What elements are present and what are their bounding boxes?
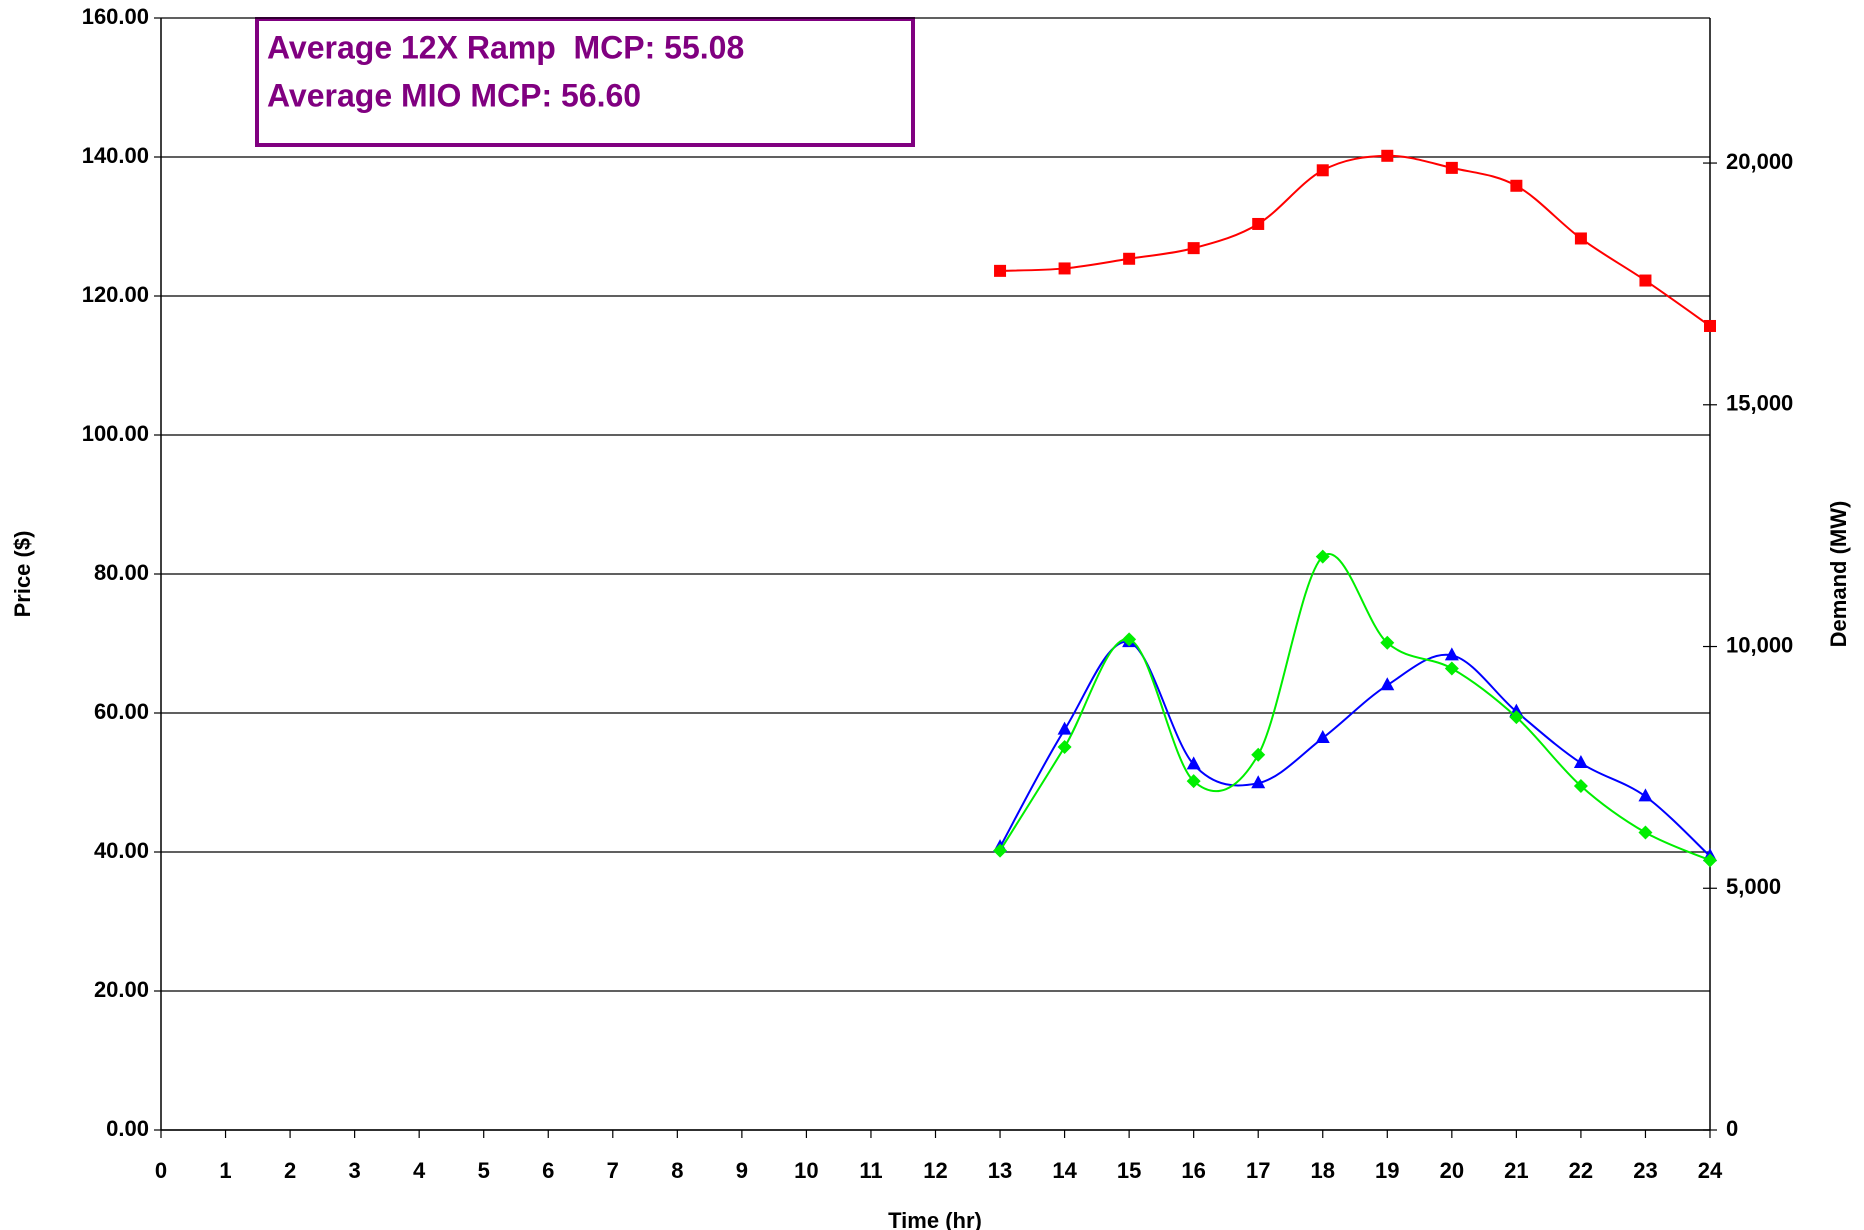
x-tick-label: 4 bbox=[413, 1158, 426, 1183]
x-tick-label: 19 bbox=[1375, 1158, 1399, 1183]
x-tick-label: 24 bbox=[1698, 1158, 1723, 1183]
x-tick-label: 6 bbox=[542, 1158, 554, 1183]
y-axis-label: Price ($) bbox=[10, 531, 35, 618]
x-tick-label: 12 bbox=[923, 1158, 947, 1183]
x-tick-label: 0 bbox=[155, 1158, 167, 1183]
x-tick-label: 18 bbox=[1311, 1158, 1335, 1183]
x-tick-label: 8 bbox=[671, 1158, 683, 1183]
y-tick-label: 20.00 bbox=[94, 977, 149, 1002]
x-tick-label: 21 bbox=[1504, 1158, 1528, 1183]
marker bbox=[1122, 632, 1137, 647]
x-tick-label: 13 bbox=[988, 1158, 1012, 1183]
y-tick-label: 40.00 bbox=[94, 838, 149, 863]
series-line bbox=[1000, 154, 1711, 327]
marker bbox=[1252, 217, 1265, 230]
x-tick-label: 5 bbox=[478, 1158, 490, 1183]
marker bbox=[1381, 149, 1394, 162]
marker bbox=[1123, 252, 1136, 265]
annotation: Average 12X Ramp MCP: 55.08 bbox=[267, 29, 744, 65]
marker bbox=[1444, 647, 1459, 661]
x-tick-label: 3 bbox=[349, 1158, 361, 1183]
x-tick-label: 22 bbox=[1569, 1158, 1593, 1183]
marker bbox=[1251, 747, 1266, 762]
y2-tick-label: 15,000 bbox=[1726, 391, 1793, 416]
marker bbox=[993, 843, 1008, 858]
y2-tick-label: 10,000 bbox=[1726, 632, 1793, 657]
x-axis-label: Time (hr) bbox=[888, 1208, 982, 1230]
x-tick-label: 1 bbox=[219, 1158, 231, 1183]
marker bbox=[994, 264, 1007, 277]
marker bbox=[1573, 778, 1588, 793]
marker bbox=[1315, 730, 1330, 744]
x-tick-label: 10 bbox=[794, 1158, 818, 1183]
marker bbox=[1509, 710, 1524, 725]
x-tick-label: 14 bbox=[1052, 1158, 1077, 1183]
marker bbox=[1445, 161, 1458, 174]
y-tick-label: 160.00 bbox=[82, 4, 149, 29]
x-tick-label: 15 bbox=[1117, 1158, 1141, 1183]
x-tick-label: 17 bbox=[1246, 1158, 1270, 1183]
marker bbox=[1380, 677, 1395, 691]
x-tick-label: 16 bbox=[1181, 1158, 1205, 1183]
marker bbox=[1380, 635, 1395, 650]
annotation-box bbox=[255, 17, 915, 147]
x-tick-label: 7 bbox=[607, 1158, 619, 1183]
x-tick-label: 9 bbox=[736, 1158, 748, 1183]
y-tick-label: 60.00 bbox=[94, 699, 149, 724]
marker bbox=[1058, 262, 1071, 275]
marker bbox=[1251, 775, 1266, 789]
x-tick-label: 20 bbox=[1440, 1158, 1464, 1183]
marker bbox=[1316, 164, 1329, 177]
x-tick-label: 2 bbox=[284, 1158, 296, 1183]
y-tick-label: 140.00 bbox=[82, 143, 149, 168]
marker bbox=[1315, 549, 1330, 564]
y-tick-label: 0.00 bbox=[106, 1116, 149, 1141]
y2-tick-label: 20,000 bbox=[1726, 149, 1793, 174]
marker bbox=[1187, 242, 1200, 255]
marker bbox=[1574, 232, 1587, 245]
annotation: Average MIO MCP: 56.60 bbox=[267, 77, 641, 113]
marker bbox=[1186, 774, 1201, 789]
y-tick-label: 120.00 bbox=[82, 282, 149, 307]
y2-tick-label: 0 bbox=[1726, 1116, 1738, 1141]
y2-axis-label: Demand (MW) bbox=[1826, 501, 1851, 648]
marker bbox=[1573, 755, 1588, 769]
series-line bbox=[999, 553, 1711, 862]
y-tick-label: 80.00 bbox=[94, 560, 149, 585]
marker bbox=[1057, 721, 1072, 735]
marker bbox=[1510, 179, 1523, 192]
marker bbox=[1703, 853, 1717, 868]
marker bbox=[1704, 319, 1716, 332]
marker bbox=[1444, 661, 1459, 676]
y2-tick-label: 5,000 bbox=[1726, 874, 1781, 899]
marker bbox=[1638, 825, 1653, 840]
marker bbox=[1638, 788, 1653, 802]
x-tick-label: 23 bbox=[1633, 1158, 1657, 1183]
marker bbox=[1639, 274, 1652, 287]
x-tick-label: 11 bbox=[859, 1158, 882, 1183]
marker bbox=[1057, 740, 1072, 755]
series-line bbox=[999, 640, 1711, 857]
marker bbox=[1186, 756, 1201, 770]
y-tick-label: 100.00 bbox=[82, 421, 149, 446]
